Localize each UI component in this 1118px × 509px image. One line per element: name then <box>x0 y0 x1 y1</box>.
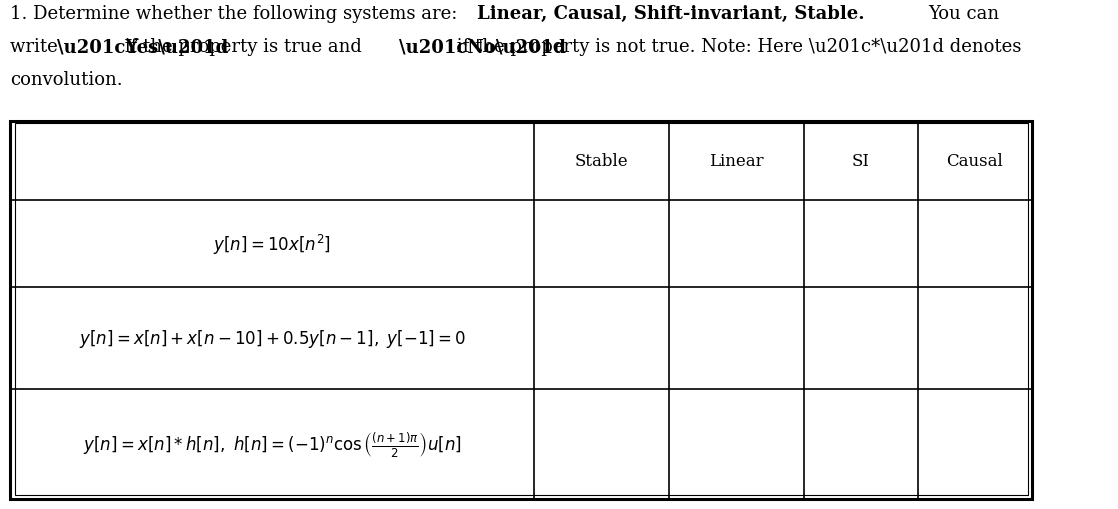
Text: You can: You can <box>928 5 999 23</box>
Text: $y[n] = x[n] + x[n-10] + 0.5y[n-1],\ y[-1] = 0$: $y[n] = x[n] + x[n-10] + 0.5y[n-1],\ y[-… <box>78 327 466 350</box>
Text: $y[n] = x[n] * h[n],\ h[n] = (-1)^n \cos\left(\frac{(n+1)\pi}{2}\right) u[n]$: $y[n] = x[n] * h[n],\ h[n] = (-1)^n \cos… <box>83 429 462 459</box>
Text: SI: SI <box>852 153 870 170</box>
Text: \u201cNo\u201d: \u201cNo\u201d <box>399 38 566 56</box>
Text: Causal: Causal <box>947 153 1003 170</box>
Text: 1. Determine whether the following systems are:: 1. Determine whether the following syste… <box>10 5 464 23</box>
Text: convolution.: convolution. <box>10 71 123 89</box>
Text: Linear: Linear <box>709 153 764 170</box>
Text: if the property is true and: if the property is true and <box>120 38 368 56</box>
Text: $y[n] = 10x[n^2]$: $y[n] = 10x[n^2]$ <box>214 232 331 257</box>
Text: if the property is not true. Note: Here \u201c*\u201d denotes: if the property is not true. Note: Here … <box>452 38 1022 56</box>
Text: Stable: Stable <box>575 153 628 170</box>
Text: write: write <box>10 38 64 56</box>
Text: Linear, Causal, Shift-invariant, Stable.: Linear, Causal, Shift-invariant, Stable. <box>477 5 864 23</box>
Text: \u201cYes\u201d: \u201cYes\u201d <box>57 38 228 56</box>
